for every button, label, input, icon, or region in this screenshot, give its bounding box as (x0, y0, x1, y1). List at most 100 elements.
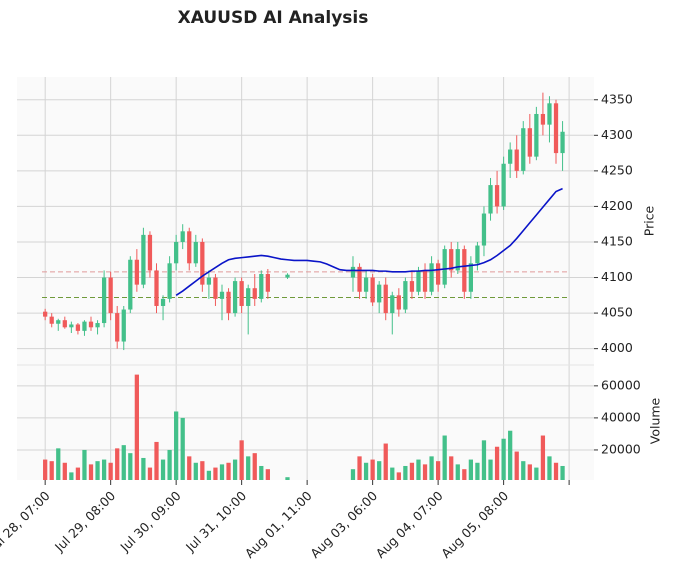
candle-body (160, 298, 166, 306)
volume-bar (285, 477, 290, 480)
candle-body (350, 266, 356, 278)
candle-body (475, 245, 480, 264)
volume-bar (180, 417, 185, 480)
volume-bar (88, 464, 94, 480)
volume-bar (239, 440, 244, 480)
candle-body (252, 288, 257, 299)
candle-body (547, 103, 552, 125)
candle-body (187, 231, 192, 264)
volume-bar (449, 456, 454, 480)
volume-bar (252, 453, 257, 480)
candle-body (226, 291, 231, 314)
volume-bar (154, 441, 159, 480)
volume-bar (62, 462, 67, 480)
volume-bar (508, 430, 513, 480)
candle-body (121, 309, 126, 342)
volume-bar (488, 459, 493, 480)
candle-body (147, 234, 153, 271)
candle-body (377, 284, 382, 303)
volume-bar (475, 462, 480, 480)
volume-bar (147, 467, 153, 480)
candle-body (56, 320, 61, 324)
volume-bar (501, 438, 506, 480)
volume-bar (435, 461, 441, 480)
candle-body (259, 273, 264, 299)
volume-bar (246, 456, 251, 480)
volume-bar (121, 445, 126, 480)
x-tick-label: Aug 05, 08:00 (438, 488, 511, 561)
candle-body (390, 295, 395, 314)
volume-bar (429, 456, 434, 480)
y-tick-label: 4300 (601, 127, 633, 142)
x-tick-label: Aug 03, 06:00 (307, 488, 380, 561)
volume-bar (108, 462, 113, 480)
volume-bar (174, 411, 179, 480)
candle-body (88, 321, 94, 328)
price-panel (17, 77, 594, 365)
candle-body (285, 274, 290, 278)
candle-body (422, 270, 428, 292)
y2-tick-label: 20000 (601, 441, 641, 456)
candle-body (553, 103, 559, 154)
volume-bar (422, 464, 428, 480)
volume-bar (141, 457, 146, 480)
volume-bar (219, 464, 225, 480)
candle-body (370, 277, 375, 303)
volume-bar (455, 464, 460, 480)
chart-title: XAUUSD AI Analysis (178, 8, 369, 28)
x-tick-label: Jul 31, 10:00 (182, 488, 249, 555)
candle-body (501, 163, 506, 207)
y-tick-label: 4250 (601, 162, 633, 177)
volume-bar (396, 472, 401, 480)
y2-tick-label: 60000 (601, 377, 641, 392)
volume-bar (69, 472, 74, 480)
y-tick-label: 4100 (601, 269, 633, 284)
candle-body (514, 149, 519, 171)
volume-bar (56, 448, 61, 480)
volume-bar (265, 469, 270, 480)
candle-body (193, 241, 198, 264)
candle-body (154, 270, 159, 306)
candle-body (75, 324, 81, 331)
candle-body (435, 263, 441, 285)
volume-bar (403, 465, 408, 480)
candle-body (442, 249, 447, 285)
volume-bar (553, 462, 559, 480)
y2-axis-label: Volume (648, 397, 663, 444)
volume-bar (409, 462, 415, 480)
x-tick-label: Jul 30, 09:00 (117, 488, 184, 555)
y-tick-label: 4200 (601, 198, 633, 213)
candle-body (206, 277, 212, 285)
volume-bar (521, 461, 526, 480)
volume-bar (363, 462, 369, 480)
volume-bar (232, 459, 238, 480)
candle-body (409, 281, 415, 292)
y2-tick-label: 40000 (601, 409, 641, 424)
candle-body (101, 277, 107, 324)
volume-bar (128, 453, 133, 480)
volume-bar (462, 469, 467, 480)
volume-bar (383, 443, 388, 480)
volume-bar (390, 467, 395, 480)
candle-body (69, 324, 74, 328)
candle-body (108, 277, 113, 314)
candle-body (134, 259, 139, 285)
candle-body (416, 270, 421, 292)
x-tick-label: Aug 04, 07:00 (373, 488, 446, 561)
candle-body (560, 131, 565, 154)
volume-bar (416, 459, 421, 480)
candle-body (49, 316, 54, 324)
candle-body (429, 263, 434, 292)
candle-body (494, 185, 500, 207)
volume-bar (49, 461, 54, 480)
candle-body (481, 213, 487, 246)
candle-body (455, 249, 460, 271)
volume-bar (134, 374, 139, 480)
candle-body (508, 149, 513, 164)
volume-bar (82, 449, 87, 480)
candle-body (468, 263, 474, 292)
candle-body (115, 313, 120, 342)
volume-bar (370, 459, 375, 480)
candle-body (174, 241, 179, 264)
candle-body (200, 241, 205, 285)
